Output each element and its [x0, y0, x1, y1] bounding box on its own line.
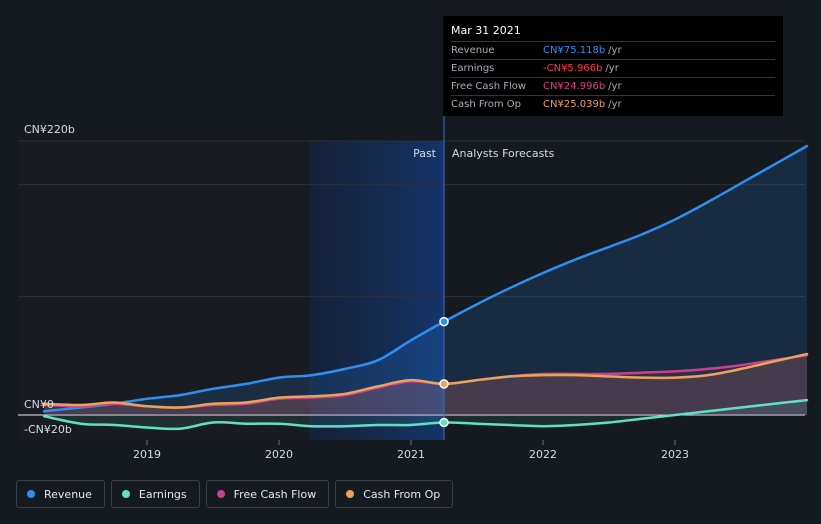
- tooltip-row-free-cash-flow: Free Cash Flow CN¥24.996b /yr: [451, 77, 775, 95]
- free-cash-flow-dot-icon: [216, 490, 225, 498]
- revenue-area: [44, 146, 807, 415]
- legend-revenue[interactable]: Revenue: [16, 480, 105, 508]
- tooltip-row-revenue: Revenue CN¥75.118b /yr: [451, 41, 775, 59]
- x-tick-label: 2020: [265, 448, 293, 461]
- tooltip-value: -CN¥5.966b: [543, 63, 603, 74]
- legend-label: Revenue: [44, 487, 92, 501]
- tooltip: Mar 31 2021 Revenue CN¥75.118b /yr Earni…: [443, 16, 783, 116]
- x-tick-label: 2023: [661, 448, 689, 461]
- axis-labels: CN¥220b CN¥0 -CN¥20b 2019 2020 2021 2022 2023: [24, 123, 689, 461]
- past-label: Past: [413, 147, 437, 160]
- cash-from-op-marker: [439, 379, 449, 389]
- cash-from-op-area: [44, 354, 807, 415]
- cash-from-op-dot-icon: [346, 490, 355, 498]
- tooltip-date: Mar 31 2021: [451, 24, 521, 37]
- tooltip-unit: /yr: [608, 45, 622, 56]
- tooltip-unit: /yr: [608, 81, 622, 92]
- x-tick-label: 2021: [397, 448, 425, 461]
- tooltip-unit: /yr: [608, 99, 622, 110]
- revenue-dot-icon: [27, 490, 35, 498]
- legend: Revenue Earnings Free Cash Flow Cash Fro…: [16, 480, 454, 510]
- legend-label: Earnings: [138, 487, 187, 501]
- earnings-marker: [439, 417, 449, 428]
- y-tick-label: CN¥0: [24, 398, 54, 411]
- tooltip-row-earnings: Earnings -CN¥5.966b /yr: [451, 59, 775, 77]
- revenue-line: [42, 144, 809, 413]
- legend-earnings[interactable]: Earnings: [110, 480, 200, 508]
- forecast-label: Analysts Forecasts: [452, 147, 555, 160]
- earnings-line: [42, 398, 809, 431]
- legend-label: Free Cash Flow: [233, 487, 317, 501]
- tooltip-label: Cash From Op: [451, 99, 522, 110]
- tooltip-unit: /yr: [605, 63, 619, 74]
- x-tick-label: 2019: [133, 448, 161, 461]
- cash-from-op-line: [42, 352, 809, 409]
- tooltip-row-cash-from-op: Cash From Op CN¥25.039b /yr: [451, 95, 775, 113]
- tooltip-value: CN¥24.996b: [543, 81, 606, 92]
- legend-cash-from-op[interactable]: Cash From Op: [335, 480, 454, 508]
- revenue-marker: [439, 316, 449, 327]
- y-tick-label: CN¥220b: [24, 123, 75, 136]
- legend-free-cash-flow[interactable]: Free Cash Flow: [205, 480, 330, 508]
- legend-label: Cash From Op: [363, 487, 441, 501]
- earnings-dot-icon: [121, 490, 130, 498]
- tooltip-label: Free Cash Flow: [451, 81, 527, 92]
- y-tick-label: -CN¥20b: [24, 423, 72, 436]
- tooltip-value: CN¥25.039b: [543, 99, 606, 110]
- cursor-markers: [439, 316, 449, 428]
- past-highlight-band: [309, 141, 444, 440]
- tooltip-label: Earnings: [451, 63, 495, 74]
- tooltip-value: CN¥75.118b: [543, 45, 606, 56]
- series-lines: [42, 144, 809, 431]
- free-cash-flow-area: [44, 355, 807, 415]
- x-tick-label: 2022: [529, 448, 557, 461]
- tooltip-label: Revenue: [451, 45, 495, 56]
